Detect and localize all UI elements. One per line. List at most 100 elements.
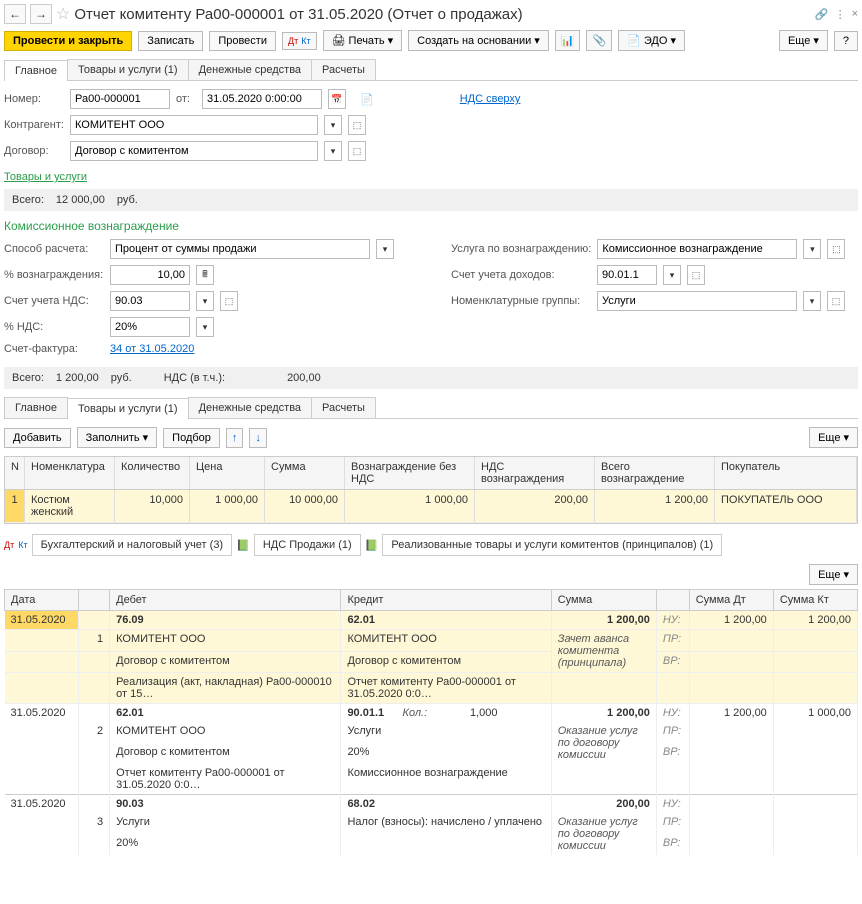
contract-label: Договор: — [4, 145, 64, 157]
goods-row[interactable]: 1 Костюм женский 10,000 1 000,00 10 000,… — [5, 490, 857, 523]
tab-goods[interactable]: Товары и услуги (1) — [67, 59, 189, 80]
main-tabs: Главное Товары и услуги (1) Денежные сре… — [4, 59, 858, 81]
vat-rate-label: % НДС: — [4, 321, 104, 333]
contragent-open[interactable]: ⬚ — [348, 115, 366, 135]
vat-acc-dd[interactable]: ▾ — [196, 291, 214, 311]
col-qty: Количество — [115, 457, 190, 489]
attach-icon-button[interactable]: 📎 — [586, 30, 612, 51]
income-acc-dd[interactable]: ▾ — [663, 265, 681, 285]
tab-calc[interactable]: Расчеты — [311, 59, 376, 80]
vat-acc-open[interactable]: ⬚ — [220, 291, 238, 311]
date-input[interactable] — [202, 89, 322, 109]
acct-tab-realized[interactable]: Реализованные товары и услуги комитентов… — [382, 534, 722, 556]
goods-grid: N Номенклатура Количество Цена Сумма Воз… — [4, 456, 858, 524]
contract-dd[interactable]: ▾ — [324, 141, 342, 161]
p3-pr: ПР: — [656, 813, 689, 834]
pcol-debit: Дебет — [110, 590, 341, 611]
contract-input[interactable] — [70, 141, 318, 161]
row-comm-total: 1 200,00 — [595, 490, 715, 522]
row-n: 1 — [5, 490, 25, 522]
report-icon-button[interactable]: 📊 — [555, 30, 581, 51]
fill-button[interactable]: Заполнить ▾ — [77, 427, 158, 448]
p2-n: 2 — [78, 722, 110, 743]
tab2-calc[interactable]: Расчеты — [311, 397, 376, 418]
p2-kt-sub2: 20% — [341, 743, 551, 764]
more-button[interactable]: Еще ▾ — [779, 30, 828, 51]
vat-rate-dd[interactable]: ▾ — [196, 317, 214, 337]
vat-acc-input[interactable] — [110, 291, 190, 311]
help-button[interactable]: ? — [834, 31, 858, 51]
vat-top-link[interactable]: НДС сверху — [460, 93, 521, 105]
print-button[interactable]: 🖨 Печать ▾ — [323, 30, 403, 51]
p3-nu: НУ: — [656, 795, 689, 814]
invoice-link[interactable]: 34 от 31.05.2020 — [110, 343, 194, 355]
income-acc-input[interactable] — [597, 265, 657, 285]
p3-sum: 200,00 — [616, 798, 650, 810]
posting-more-button[interactable]: Еще ▾ — [809, 564, 858, 585]
tab2-main[interactable]: Главное — [4, 397, 68, 418]
tab2-goods[interactable]: Товары и услуги (1) — [67, 398, 189, 419]
tab-main[interactable]: Главное — [4, 60, 68, 81]
method-input[interactable] — [110, 239, 370, 259]
p1-kt-sub3: Отчет комитенту Ра00-000001 от 31.05.202… — [341, 673, 551, 704]
pcol-credit: Кредит — [341, 590, 551, 611]
p1-dt-sub3: Реализация (акт, накладная) Ра00-000010 … — [110, 673, 341, 704]
p2-kt-acc: 90.01.1 — [347, 707, 384, 719]
method-dd[interactable]: ▾ — [376, 239, 394, 259]
dtkt-icon: Дт — [4, 540, 14, 550]
select-button[interactable]: Подбор — [163, 428, 220, 448]
service-input[interactable] — [597, 239, 797, 259]
save-button[interactable]: Записать — [138, 31, 203, 51]
post-button[interactable]: Провести — [209, 31, 276, 51]
nav-fwd-button[interactable]: → — [30, 4, 52, 24]
move-down-button[interactable]: ↓ — [249, 428, 267, 448]
doc-icon[interactable]: 📄 — [360, 93, 374, 106]
row-price: 1 000,00 — [190, 490, 265, 522]
row-buyer: ПОКУПАТЕЛЬ ООО — [715, 490, 857, 522]
goods-total-row: Всего: 12 000,00 руб. — [4, 189, 858, 211]
acct-tab-bunu[interactable]: Бухгалтерский и налоговый учет (3) — [32, 534, 233, 556]
dtkt-button[interactable]: ДтКт — [282, 32, 317, 50]
p1-sumkt: 1 200,00 — [773, 611, 857, 630]
service-dd[interactable]: ▾ — [803, 239, 821, 259]
goods-more-button[interactable]: Еще ▾ — [809, 427, 858, 448]
total-value: 12 000,00 — [56, 194, 105, 206]
edo-button[interactable]: 📄 ЭДО ▾ — [618, 30, 685, 51]
post-close-button[interactable]: Провести и закрыть — [4, 31, 132, 51]
nom-group-open[interactable]: ⬚ — [827, 291, 845, 311]
number-input[interactable] — [70, 89, 170, 109]
comm-total-value: 1 200,00 — [56, 372, 99, 384]
p1-date: 31.05.2020 — [5, 611, 79, 630]
p2-sumdt: 1 200,00 — [689, 704, 773, 723]
create-based-button[interactable]: Создать на основании ▾ — [408, 30, 549, 51]
contract-open[interactable]: ⬚ — [348, 141, 366, 161]
p2-pr: ПР: — [656, 722, 689, 743]
nom-group-input[interactable] — [597, 291, 797, 311]
p3-kt-sub1: Налог (взносы): начислено / уплачено — [341, 813, 551, 834]
menu-dots-icon[interactable]: ⋮ — [835, 8, 846, 21]
close-icon[interactable]: × — [852, 8, 858, 20]
calendar-icon[interactable]: 📅 — [328, 89, 346, 109]
vat-rate-input[interactable] — [110, 317, 190, 337]
acct-tab-vat[interactable]: НДС Продажи (1) — [254, 534, 361, 556]
pct-input[interactable] — [110, 265, 190, 285]
pct-calc[interactable]: 🖩 — [196, 265, 214, 285]
move-up-button[interactable]: ↑ — [226, 428, 244, 448]
income-acc-open[interactable]: ⬚ — [687, 265, 705, 285]
book-icon-2: 📗 — [365, 539, 379, 552]
tab2-cash[interactable]: Денежные средства — [188, 397, 312, 418]
nav-back-button[interactable]: ← — [4, 4, 26, 24]
p2-dt-acc: 62.01 — [116, 707, 144, 719]
row-qty: 10,000 — [115, 490, 190, 522]
vat-incl-label: НДС (в т.ч.): — [164, 372, 225, 384]
link-icon[interactable]: 🔗 — [815, 8, 829, 21]
header-bar: ← → ☆ Отчет комитенту Ра00-000001 от 31.… — [4, 4, 858, 24]
service-open[interactable]: ⬚ — [827, 239, 845, 259]
nom-group-dd[interactable]: ▾ — [803, 291, 821, 311]
add-button[interactable]: Добавить — [4, 428, 71, 448]
favorite-star-icon[interactable]: ☆ — [56, 4, 70, 24]
tab-cash[interactable]: Денежные средства — [188, 59, 312, 80]
p3-dt-sub2: 20% — [110, 834, 341, 855]
contragent-input[interactable] — [70, 115, 318, 135]
contragent-dd[interactable]: ▾ — [324, 115, 342, 135]
